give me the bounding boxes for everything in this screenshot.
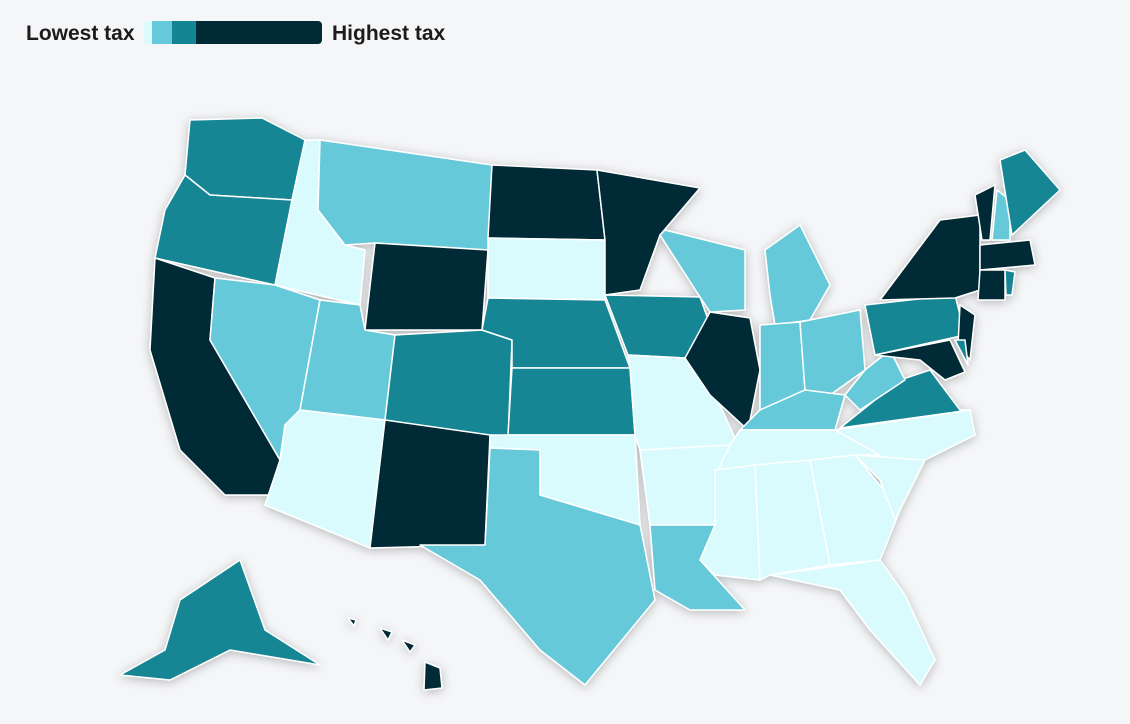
state [979,239,1036,271]
state [1004,269,1016,296]
state [769,559,936,686]
state [764,224,831,326]
state [487,237,606,301]
state [119,559,321,681]
state [369,419,491,549]
legend-high-label: Highest tax [332,22,446,45]
state [379,627,393,641]
state [799,309,866,396]
state [879,214,981,301]
legend-swatch [172,21,196,44]
state [423,661,443,691]
state [184,117,306,201]
legend-swatch [144,21,152,44]
state [974,184,996,241]
state [419,447,656,686]
state [809,454,901,566]
state [999,149,1061,236]
state [954,339,969,366]
state [487,164,606,241]
state [596,169,701,296]
legend-swatch [196,21,322,44]
state [977,269,1006,301]
legend-low-label: Lowest tax [26,22,135,45]
state [401,639,416,653]
state [317,139,493,251]
state [364,242,489,331]
legend-swatch [152,21,172,44]
legend-bar [144,21,322,44]
state [754,459,831,581]
state [347,617,357,627]
state [739,389,846,431]
state [874,339,966,381]
state [507,367,636,436]
state [844,349,906,411]
